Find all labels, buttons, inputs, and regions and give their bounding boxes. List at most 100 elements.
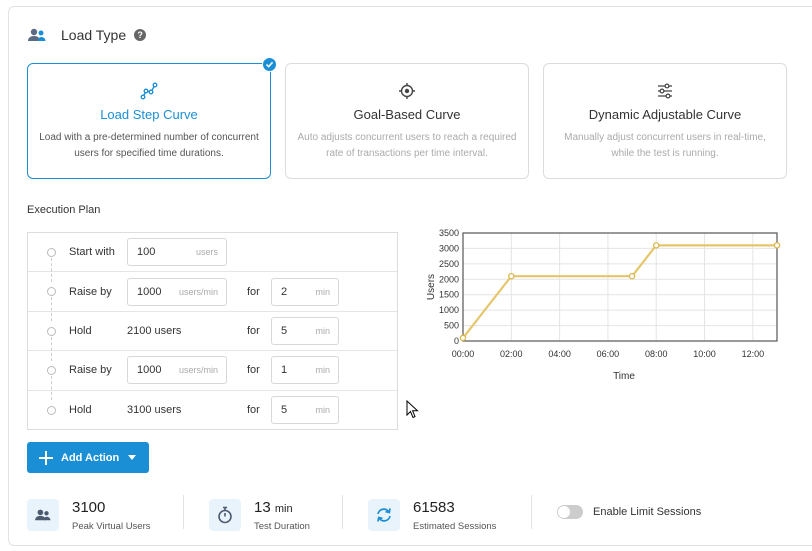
load-curve-chart: 0 500 1000 1500 2000 2500 3000 3500 00:00 02:00 04… xyxy=(426,228,781,382)
input-unit: min xyxy=(315,405,330,416)
sliders-icon xyxy=(658,83,672,99)
step-dot-icon xyxy=(47,405,56,415)
duration-input[interactable]: 5 min xyxy=(271,316,339,345)
y-axis-label: Users xyxy=(426,274,437,300)
target-icon xyxy=(399,83,415,99)
y-tick-label: 1000 xyxy=(439,305,459,315)
add-action-button[interactable]: Add Action xyxy=(27,442,149,473)
stat-icon-box xyxy=(209,499,241,531)
estimated-sessions-value: 61583 xyxy=(413,498,455,516)
input-unit: min xyxy=(315,325,330,336)
for-label: for xyxy=(247,285,260,298)
step-connector xyxy=(51,297,52,322)
step-curve-icon xyxy=(140,82,158,100)
duration-unit: min xyxy=(274,502,293,515)
users-icon xyxy=(35,509,51,521)
input-unit: min xyxy=(315,286,330,297)
checkmark-icon xyxy=(262,57,277,72)
stat-icon-box xyxy=(27,499,59,531)
card-description: Auto adjusts concurrent users to reach a… xyxy=(297,132,517,159)
load-type-panel: Load Type ? Load Step Curve Load with a … xyxy=(8,6,812,546)
for-label: for xyxy=(247,324,260,337)
for-label: for xyxy=(247,364,260,377)
step-connector xyxy=(51,336,52,361)
x-tick-label: 00:00 xyxy=(452,349,475,359)
x-tick-label: 12:00 xyxy=(742,349,765,359)
duration-input[interactable]: 1 min xyxy=(271,356,339,385)
input-value: 1000 xyxy=(137,285,162,298)
card-title: Goal-Based Curve xyxy=(353,107,461,122)
duration-number: 13 xyxy=(254,498,271,516)
card-dynamic-adjustable-curve[interactable]: Dynamic Adjustable Curve Manually adjust… xyxy=(543,63,787,179)
row-action: Hold xyxy=(69,324,92,337)
input-value: 1000 xyxy=(137,364,162,377)
row-action: Hold xyxy=(69,404,92,417)
users-icon xyxy=(28,28,46,41)
input-unit: users/min xyxy=(178,286,218,297)
for-label: for xyxy=(247,404,260,417)
plan-row: Start with 100 users xyxy=(28,233,397,282)
estimated-sessions-label: Estimated Sessions xyxy=(413,520,497,532)
limit-sessions-label: Enable Limit Sessions xyxy=(593,506,702,518)
card-description: Load with a pre-determined number of con… xyxy=(39,132,259,159)
execution-plan-table: Start with 100 users Raise by 1000 users… xyxy=(27,232,398,430)
toggle-knob xyxy=(558,506,570,518)
y-tick-label: 2000 xyxy=(439,274,459,284)
plan-row: Hold 2100 users for 5 min xyxy=(28,312,397,361)
duration-input[interactable]: 5 min xyxy=(271,396,339,425)
row-action: Raise by xyxy=(69,285,112,298)
input-value: 5 xyxy=(281,404,288,417)
input-value: 1 xyxy=(281,364,288,377)
card-load-step-curve[interactable]: Load Step Curve Load with a pre-determin… xyxy=(27,57,277,179)
plan-row: Raise by 1000 users/min for 2 min xyxy=(28,272,397,322)
execution-plan-label: Execution Plan xyxy=(27,204,101,216)
card-goal-based-curve[interactable]: Goal-Based Curve Auto adjusts concurrent… xyxy=(285,63,529,179)
input-unit: users xyxy=(195,247,218,258)
caret-down-icon xyxy=(128,455,137,460)
input-value: 2 xyxy=(281,285,288,298)
stat-peak-users: 3100 Peak Virtual Users xyxy=(27,495,151,535)
stopwatch-icon xyxy=(218,506,232,524)
section-title: Load Type xyxy=(61,27,127,43)
add-action-label: Add Action xyxy=(61,451,120,464)
peak-users-label: Peak Virtual Users xyxy=(72,520,151,532)
duration-input[interactable]: 2 min xyxy=(271,277,339,306)
section-header: Load Type ? xyxy=(27,25,147,45)
plan-row: Hold 3100 users for 5 min xyxy=(28,391,397,430)
data-point xyxy=(508,272,515,280)
plus-icon xyxy=(39,450,53,465)
y-tick-label: 3000 xyxy=(439,243,459,253)
plot-frame xyxy=(462,232,778,342)
x-tick-label: 06:00 xyxy=(597,349,620,359)
input-value: 100 xyxy=(137,246,156,259)
divider xyxy=(531,495,532,529)
x-tick-label: 10:00 xyxy=(693,349,716,359)
test-duration-value: 13 min xyxy=(254,499,310,516)
data-point xyxy=(652,242,660,249)
card-description: Manually adjust concurrent users in real… xyxy=(564,132,766,159)
stat-test-duration: 13 min Test Duration xyxy=(209,495,310,535)
refresh-icon xyxy=(377,508,391,522)
raise-rate-input[interactable]: 1000 users/min xyxy=(127,356,227,385)
data-point xyxy=(773,242,781,249)
question-icon[interactable]: ? xyxy=(134,29,147,41)
card-title: Load Step Curve xyxy=(100,107,198,122)
y-tick-label: 0 xyxy=(454,336,459,346)
stat-estimated-sessions: 61583 Estimated Sessions xyxy=(368,495,496,535)
series-line xyxy=(462,244,777,339)
raise-rate-input[interactable]: 1000 users/min xyxy=(127,277,227,306)
step-connector xyxy=(51,376,52,401)
hold-users-value: 3100 users xyxy=(127,404,182,417)
input-value: 5 xyxy=(281,324,288,337)
step-dot-icon xyxy=(47,287,56,297)
plan-row: Raise by 1000 users/min for 1 min xyxy=(28,351,397,401)
input-unit: min xyxy=(315,365,330,376)
start-users-input[interactable]: 100 users xyxy=(127,238,227,267)
step-dot-icon xyxy=(47,326,56,336)
hold-users-value: 2100 users xyxy=(127,324,182,337)
stat-icon-box xyxy=(368,499,400,531)
peak-users-value: 3100 xyxy=(72,498,106,516)
y-tick-label: 3500 xyxy=(439,228,459,238)
limit-sessions-toggle[interactable] xyxy=(557,505,583,519)
data-point xyxy=(459,334,467,342)
